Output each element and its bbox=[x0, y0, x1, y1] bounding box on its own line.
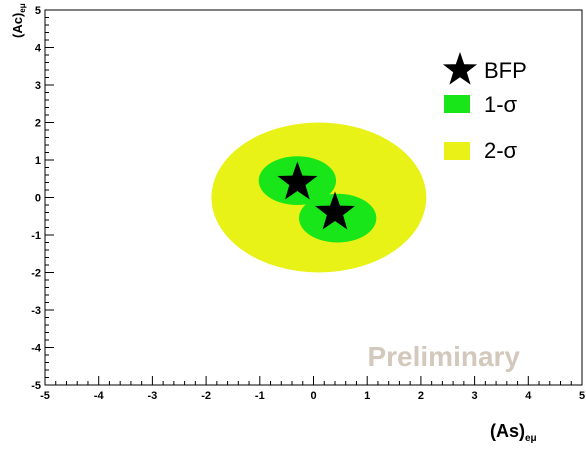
x-tick-label: -3 bbox=[148, 390, 158, 402]
legend-label-bfp: BFP bbox=[484, 58, 527, 83]
y-tick-label: 5 bbox=[35, 5, 41, 17]
x-tick-label: -4 bbox=[94, 390, 105, 402]
x-axis-label: (As)eμ bbox=[490, 421, 537, 444]
y-tick-label: -1 bbox=[31, 230, 41, 242]
x-tick-label: -2 bbox=[201, 390, 211, 402]
tick-labels: -5 -4 -3 -2 -1 0 1 2 3 4 5 -5 -4 -3 -2 -1 0 1 2 3 4 5 bbox=[31, 5, 585, 402]
y-tick-label: -4 bbox=[31, 343, 42, 355]
y-tick-label: -2 bbox=[31, 268, 41, 280]
preliminary-annotation: Preliminary bbox=[367, 341, 520, 372]
x-tick-label: -5 bbox=[40, 390, 50, 402]
tick-marks bbox=[44, 9, 583, 386]
y-tick-label: 3 bbox=[35, 80, 41, 92]
bfp-markers bbox=[277, 161, 355, 230]
bfp-star-2 bbox=[315, 191, 355, 230]
y-tick-label: -3 bbox=[31, 305, 41, 317]
x-tick-label: 0 bbox=[310, 390, 316, 402]
confidence-regions bbox=[211, 122, 427, 273]
legend-bfp-star-icon bbox=[442, 52, 478, 85]
y-tick-label: 2 bbox=[35, 118, 41, 130]
bfp-star-1 bbox=[277, 161, 318, 200]
x-tick-label: 4 bbox=[525, 390, 532, 402]
legend-label-2sigma: 2-σ bbox=[484, 138, 518, 163]
x-tick-label: 2 bbox=[418, 390, 424, 402]
y-tick-label: 1 bbox=[35, 155, 41, 167]
axis-ticks bbox=[44, 9, 583, 386]
legend: BFP 1-σ 2-σ bbox=[442, 52, 527, 163]
y-tick-label: 0 bbox=[35, 193, 41, 205]
y-tick-label: -5 bbox=[31, 380, 41, 392]
x-tick-label: 5 bbox=[579, 390, 585, 402]
x-tick-label: -1 bbox=[255, 390, 265, 402]
y-tick-label: 4 bbox=[35, 43, 42, 55]
legend-star-shape bbox=[442, 52, 478, 85]
y-axis-label: (Ac)eμ bbox=[10, 3, 27, 38]
legend-label-1sigma: 1-σ bbox=[484, 92, 518, 117]
x-tick-label: 3 bbox=[472, 390, 478, 402]
legend-2sigma-swatch bbox=[444, 142, 470, 160]
legend-1sigma-swatch bbox=[444, 95, 470, 113]
x-tick-label: 1 bbox=[364, 390, 370, 402]
